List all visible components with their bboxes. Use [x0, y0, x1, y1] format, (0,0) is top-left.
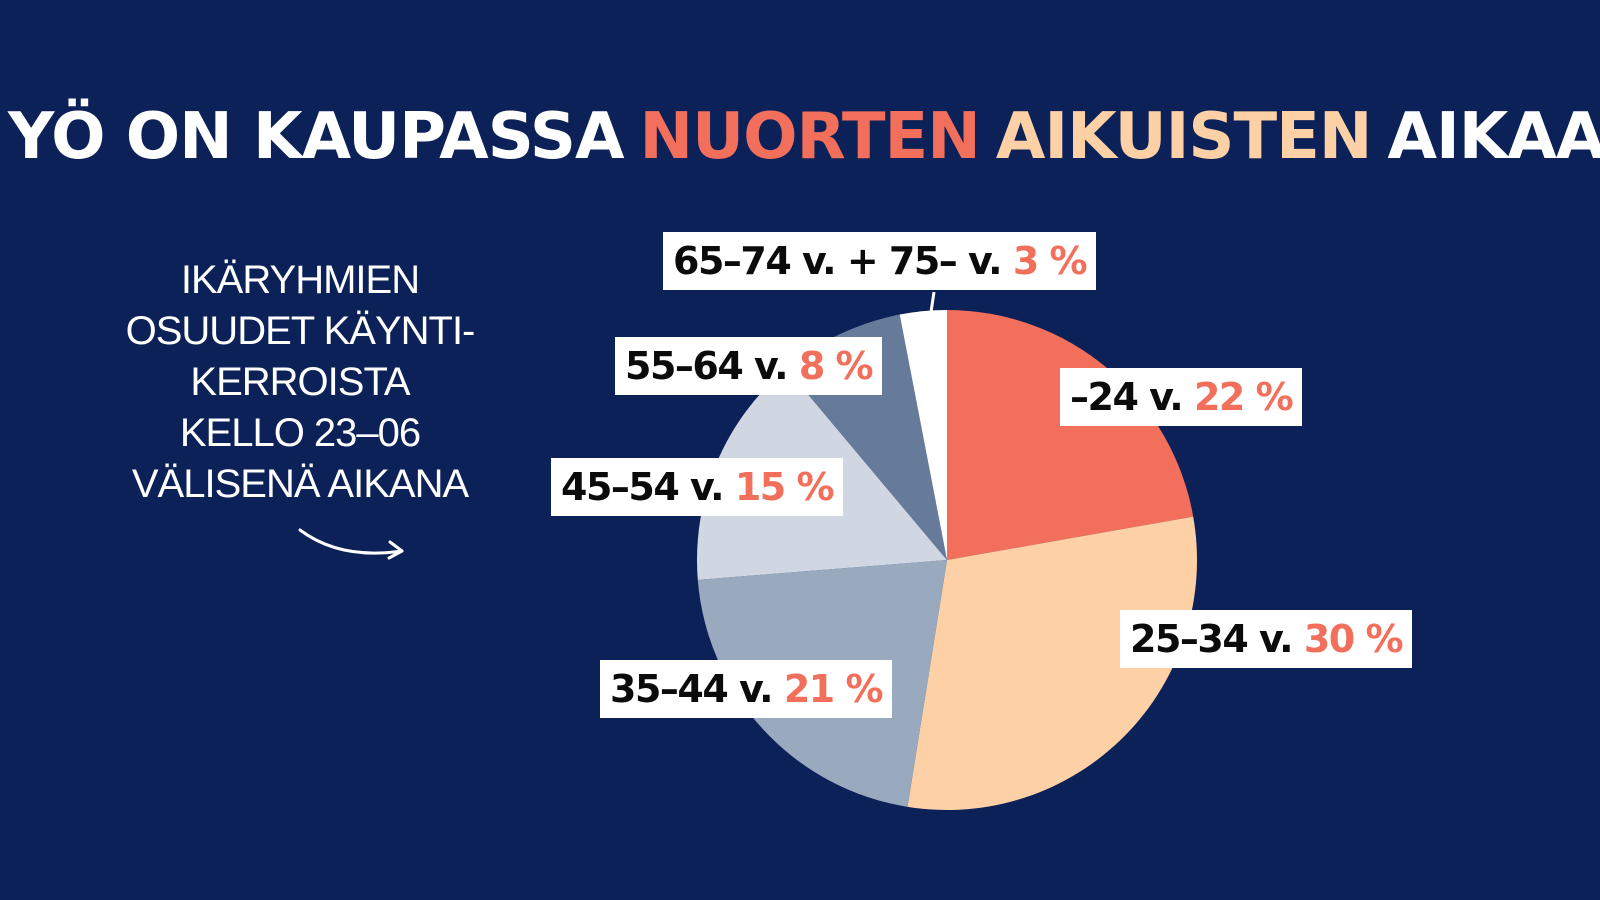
slice-percent: 21 %: [783, 667, 884, 711]
subtitle-line: KELLO 23–06: [179, 411, 421, 455]
slice-category: 35–44 v.: [610, 667, 774, 711]
pie-slice-25-34: [907, 516, 1197, 811]
slice-label-35-44: 35–44 v. 21 %: [600, 660, 893, 718]
title-part-4: AIKAA: [1387, 100, 1600, 174]
slice-percent: 8 %: [798, 344, 874, 388]
subtitle-line: KERROISTA: [190, 360, 410, 404]
slice-category: 55–64 v.: [625, 344, 789, 388]
slice-category: 45–54 v.: [561, 465, 725, 509]
subtitle-line: VÄLISENÄ AIKANA: [131, 462, 469, 506]
slice-label-25-34: 25–34 v. 30 %: [1120, 610, 1413, 668]
slice-percent: 3 %: [1012, 239, 1088, 283]
pie-slice-65-plus: [899, 310, 947, 560]
pie-slice-under-24: [947, 310, 1194, 560]
slice-category: 25–34 v.: [1130, 617, 1294, 661]
arrow-icon: [298, 528, 404, 560]
slice-label-45-54: 45–54 v. 15 %: [551, 458, 844, 516]
page-title: YÖ ON KAUPASSA NUORTEN AIKUISTEN AIKAA: [0, 100, 1600, 174]
slice-label-55-64: 55–64 v. 8 %: [615, 337, 883, 395]
slice-percent: 30 %: [1303, 617, 1404, 661]
slice-category: –24 v.: [1070, 375, 1184, 419]
title-part-3: AIKUISTEN: [995, 100, 1373, 174]
title-part-2: NUORTEN: [639, 100, 981, 174]
slice-label-under-24: –24 v. 22 %: [1060, 368, 1303, 426]
title-part-1: YÖ ON KAUPASSA: [8, 100, 625, 174]
slice-category: 65–74 v. + 75– v.: [673, 239, 1003, 283]
slice-label-65-plus: 65–74 v. + 75– v. 3 %: [663, 232, 1097, 290]
slice-percent: 22 %: [1193, 375, 1294, 419]
chart-description: IKÄRYHMIEN OSUUDET KÄYNTI- KERROISTA KEL…: [120, 255, 480, 510]
slice-percent: 15 %: [734, 465, 835, 509]
subtitle-line: IKÄRYHMIEN: [180, 258, 420, 302]
subtitle-line: OSUUDET KÄYNTI-: [125, 309, 476, 353]
leader-line: [929, 291, 936, 313]
